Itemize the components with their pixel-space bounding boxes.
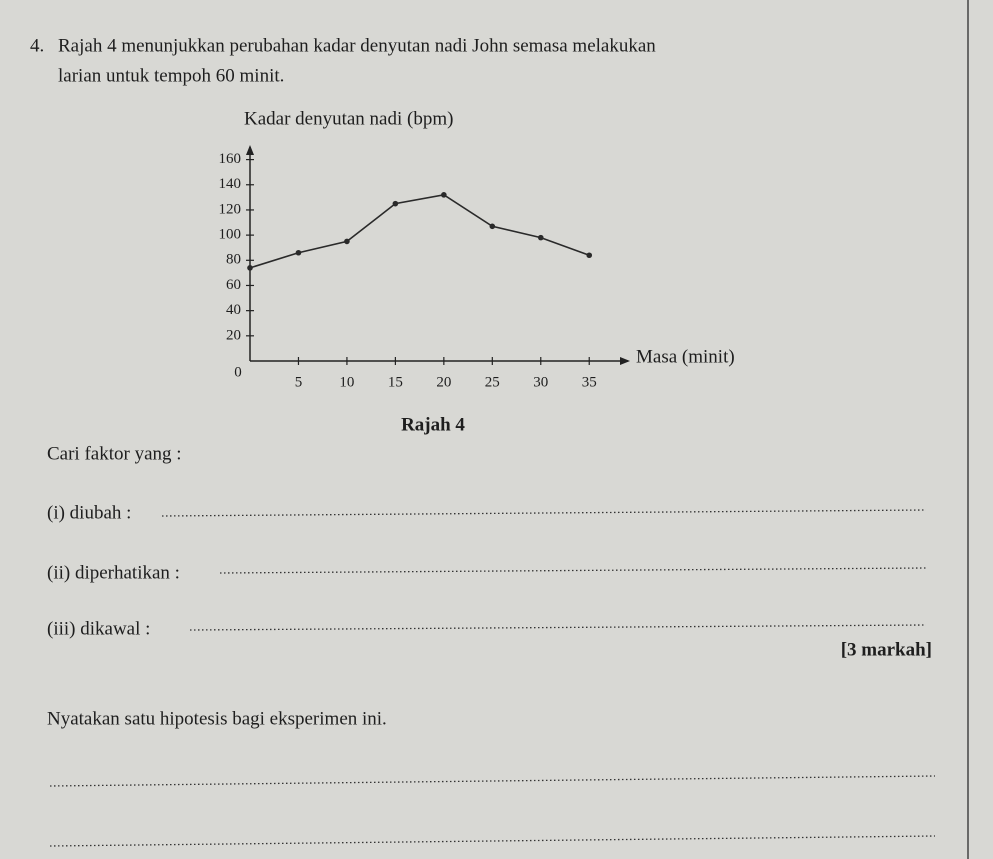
y-axis-arrow [246,145,254,155]
answer-line [219,567,927,574]
data-point [537,234,544,241]
y-tick-label: 160 [219,151,242,167]
x-axis-arrow [620,357,630,365]
answer-line [189,624,927,631]
y-tick-label: 100 [219,227,242,243]
x-tick-label: 10 [339,374,354,390]
answer-line [161,509,927,517]
y-tick-label: 20 [226,327,241,343]
marks: [3 markah] [841,639,932,660]
x-tick-label: 30 [533,374,548,390]
item-label: (ii) diperhatikan : [47,562,180,583]
y-tick-label: 60 [226,277,241,293]
data-point [441,192,447,198]
question-text: larian untuk tempoh 60 minit. [58,65,284,86]
item-label: (i) diubah : [47,502,131,523]
data-point [586,252,593,259]
prompt: Cari faktor yang : [47,443,182,464]
hypothesis-prompt: Nyatakan satu hipotesis bagi eksperimen … [47,708,387,729]
x-tick-label: 35 [582,374,597,390]
x-tick-label: 5 [295,374,303,390]
y-axis-title: Kadar denyutan nadi (bpm) [244,108,453,129]
data-point [392,200,399,207]
question-number: 4. [30,35,44,56]
figure-caption: Rajah 4 [401,414,465,435]
x-tick-label: 15 [388,374,403,390]
x-tick-label: 20 [436,374,451,390]
data-point [247,265,253,271]
data-point [295,249,302,256]
y-tick-label: 80 [226,252,241,268]
x-tick-label: 25 [485,374,500,390]
y-tick-label: 40 [226,302,241,318]
y-tick-label: 120 [219,201,242,217]
item-label: (iii) dikawal : [47,618,150,639]
x-axis-title: Masa (minit) [636,346,735,367]
data-point [344,238,350,245]
data-point [489,223,496,230]
question-text: Rajah 4 menunjukkan perubahan kadar deny… [58,35,656,56]
data-line [249,193,590,269]
x-tick-label: 0 [234,364,242,380]
y-tick-label: 140 [219,176,242,192]
